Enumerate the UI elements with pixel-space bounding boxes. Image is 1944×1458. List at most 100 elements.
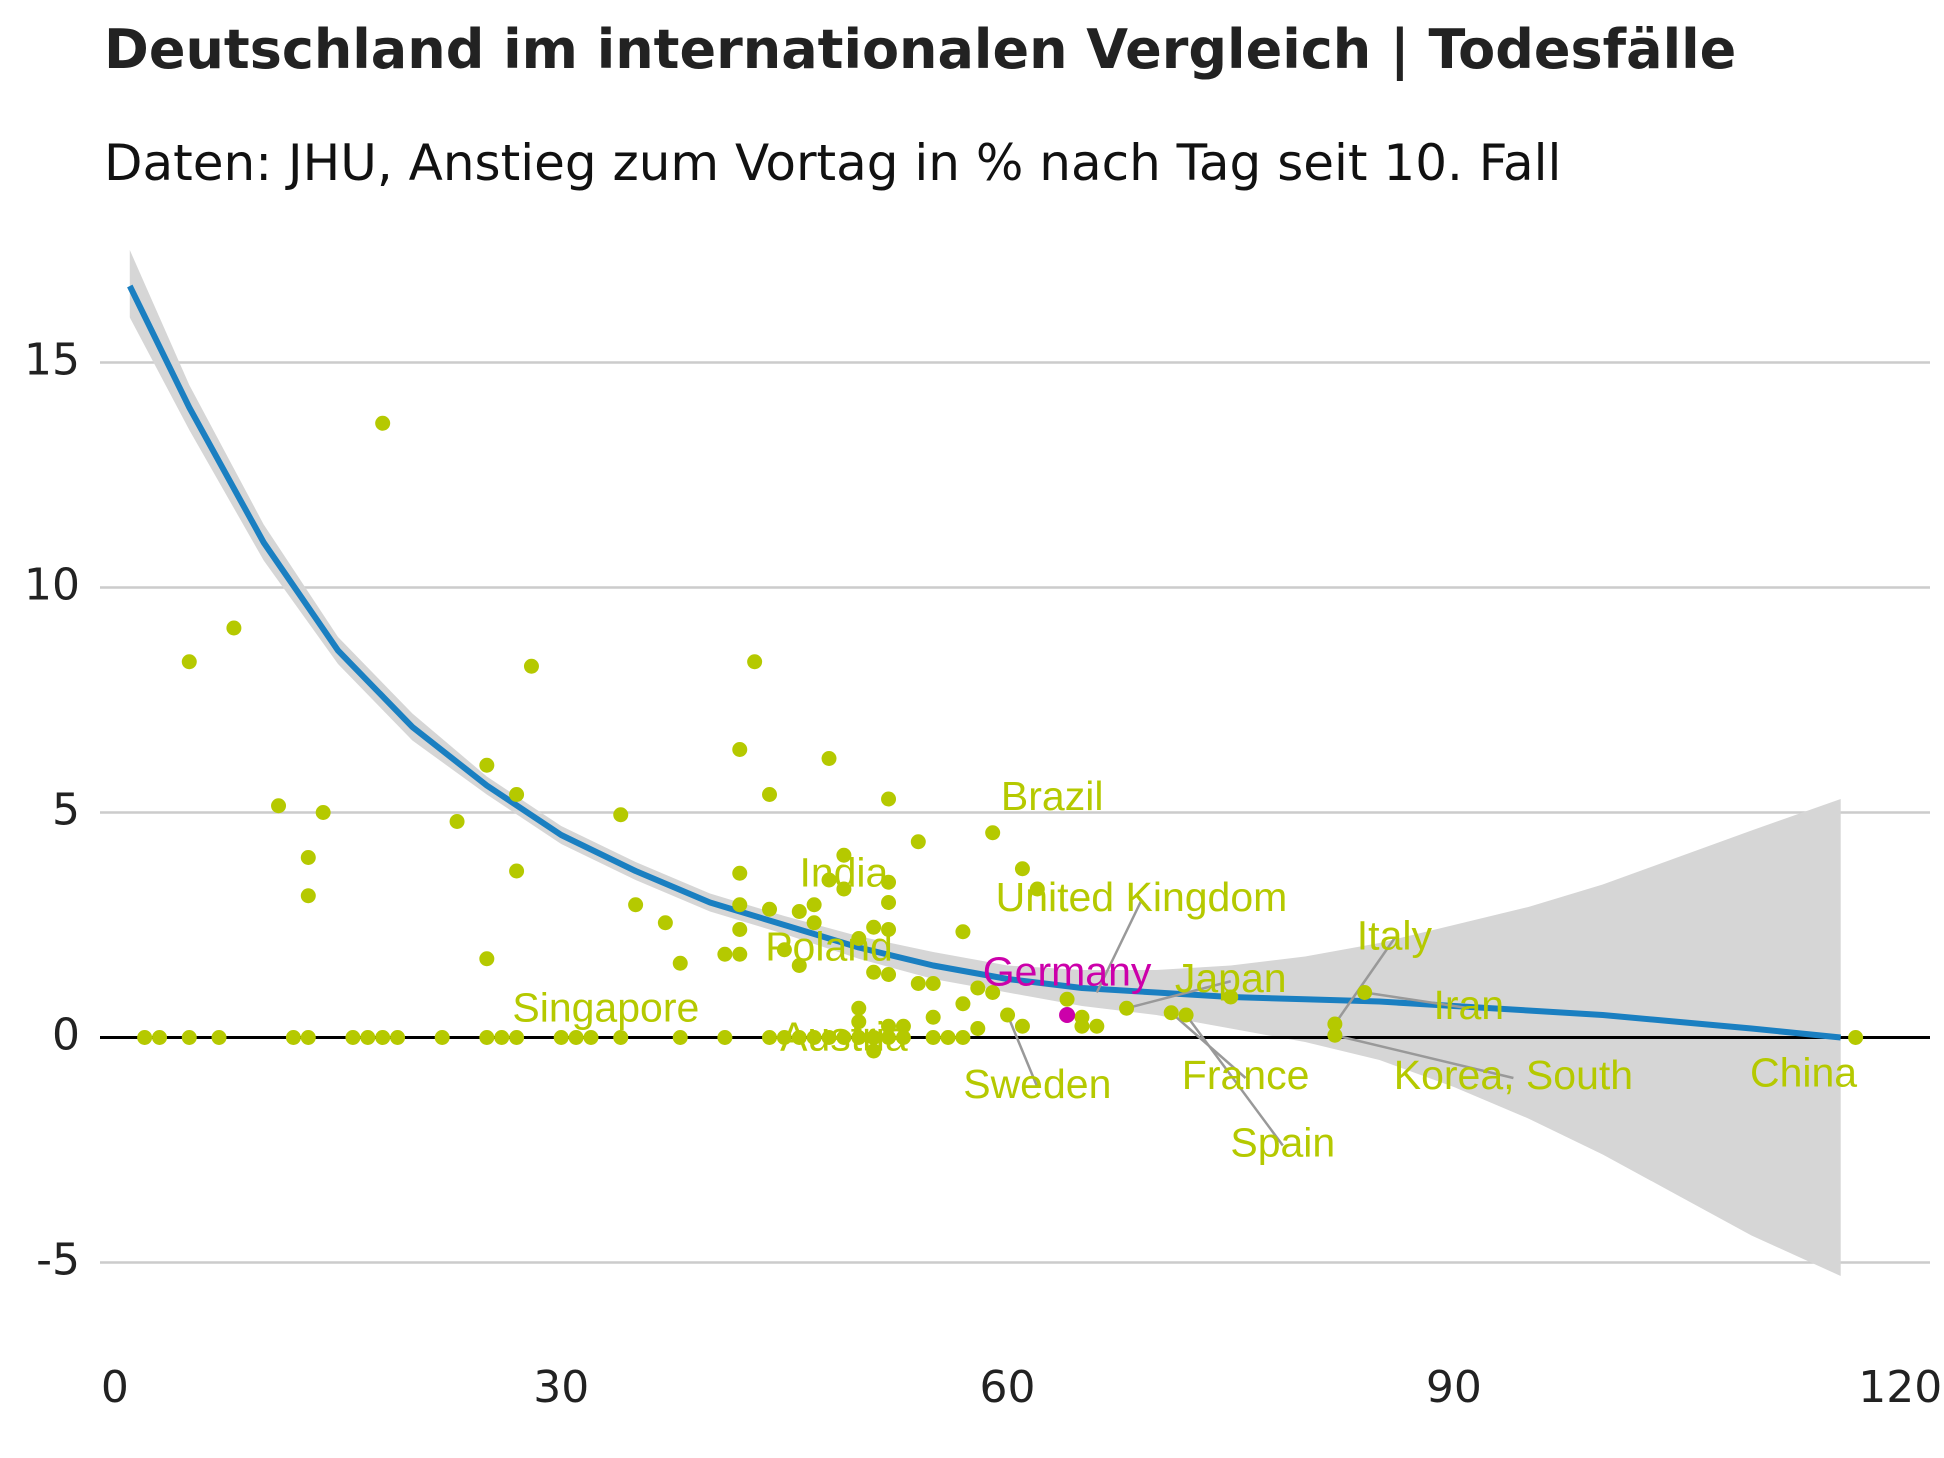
label-china: China: [1750, 1050, 1857, 1096]
leader-japan: [1126, 980, 1232, 1010]
data-point: [910, 834, 926, 850]
data-point: [672, 1030, 688, 1045]
data-point: [881, 967, 897, 982]
data-point: [657, 915, 673, 931]
highlight-point-germany: [1059, 1007, 1076, 1023]
data-point: [866, 1030, 882, 1045]
data-point: [479, 757, 495, 773]
data-point: [940, 1030, 956, 1045]
label-sweden: Sweden: [963, 1061, 1111, 1107]
data-point: [970, 1021, 986, 1036]
x-tick-120: 120: [1858, 1362, 1942, 1413]
x-tick-0: 0: [101, 1362, 129, 1413]
label-singapore: Singapore: [512, 984, 699, 1030]
data-point: [925, 1009, 941, 1025]
data-point: [732, 742, 748, 757]
data-point: [747, 654, 763, 670]
data-point: [152, 1030, 168, 1045]
label-italy: Italy: [1357, 912, 1433, 958]
data-point: [866, 919, 882, 935]
leader-iran: [1364, 991, 1469, 1010]
trend-line: [127, 284, 1842, 1041]
data-point: [881, 791, 897, 807]
data-point: [821, 1030, 837, 1045]
x-axis-ticks: 0 30 60 90 120: [101, 1362, 1942, 1413]
data-point: [881, 1030, 897, 1045]
data-point: [851, 1030, 867, 1045]
data-point: [836, 1030, 852, 1045]
data-point: [375, 1030, 391, 1045]
data-point: [791, 958, 807, 973]
label-korea-south: Korea, South: [1394, 1052, 1633, 1098]
data-point: [821, 872, 837, 888]
y-tick-5: 5: [52, 785, 80, 836]
data-point: [866, 1043, 882, 1059]
label-japan: Japan: [1175, 955, 1287, 1001]
data-point: [836, 881, 852, 897]
data-point: [732, 946, 748, 962]
data-point: [776, 942, 792, 958]
data-point: [1327, 1027, 1343, 1043]
data-point: [732, 865, 748, 881]
data-point: [762, 787, 778, 802]
data-point: [137, 1030, 153, 1045]
data-point: [390, 1030, 406, 1045]
data-point: [300, 850, 316, 865]
data-point: [509, 1030, 525, 1045]
data-point: [970, 980, 986, 996]
x-tick-30: 30: [533, 1362, 589, 1413]
data-point: [360, 1030, 376, 1045]
data-point: [1357, 985, 1373, 1000]
x-tick-60: 60: [980, 1362, 1036, 1413]
label-united-kingdom: United Kingdom: [996, 874, 1288, 920]
label-iran: Iran: [1433, 982, 1504, 1028]
data-point: [1000, 1007, 1016, 1023]
data-point: [583, 1030, 599, 1045]
data-point: [449, 814, 465, 829]
y-tick--5: -5: [36, 1235, 80, 1286]
data-point: [613, 1030, 629, 1045]
data-point: [732, 922, 748, 937]
data-point: [211, 1030, 227, 1045]
data-point: [791, 904, 807, 919]
data-point: [1074, 1018, 1090, 1034]
data-point: [836, 847, 852, 863]
data-point: [881, 922, 897, 937]
data-point: [806, 897, 822, 913]
data-point: [955, 924, 971, 940]
data-point: [1014, 1018, 1030, 1034]
data-point: [226, 620, 242, 636]
data-point: [509, 863, 525, 879]
data-point: [628, 897, 644, 913]
data-point: [1014, 861, 1030, 877]
label-leader-lines: [1006, 899, 1514, 1147]
data-point: [181, 654, 197, 670]
data-point: [851, 1014, 867, 1030]
data-points: [137, 415, 1864, 1059]
y-tick-15: 15: [24, 335, 80, 386]
confidence-band: [129, 250, 1841, 1276]
data-point: [717, 946, 733, 962]
data-point: [851, 1000, 867, 1016]
data-point: [925, 1030, 941, 1045]
label-austria: Austria: [780, 1014, 908, 1060]
data-point: [1059, 991, 1075, 1007]
data-point: [895, 1018, 911, 1034]
leader-spain: [1185, 1014, 1284, 1147]
data-point: [925, 976, 941, 991]
data-point: [315, 805, 331, 820]
label-france: France: [1182, 1052, 1310, 1098]
data-point: [494, 1030, 510, 1045]
data-point: [821, 751, 837, 766]
y-tick-10: 10: [24, 560, 80, 611]
data-point: [300, 888, 316, 904]
data-point: [732, 897, 748, 913]
data-point: [866, 964, 882, 980]
x-tick-90: 90: [1426, 1362, 1482, 1413]
data-point: [985, 985, 1001, 1000]
leader-sweden: [1006, 1014, 1039, 1088]
data-point: [717, 1030, 733, 1045]
data-point: [1178, 1007, 1194, 1023]
data-point: [300, 1030, 316, 1045]
data-point: [910, 976, 926, 991]
